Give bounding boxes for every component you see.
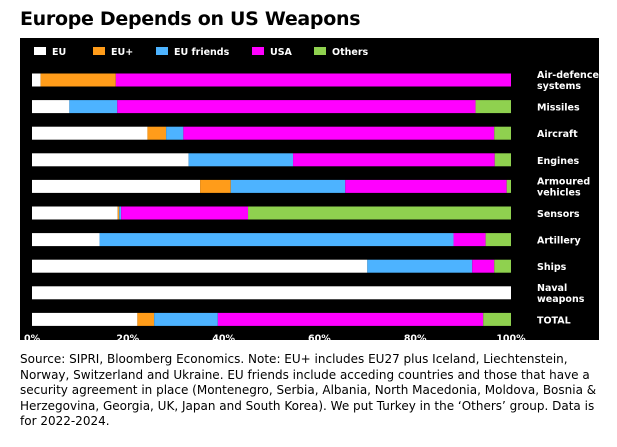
bar-segment-eu- (137, 312, 155, 326)
bar-segment-eu-friends (230, 179, 346, 193)
legend-label: USA (270, 47, 293, 58)
category-label: Missiles (537, 103, 580, 114)
bar-segment-eu (32, 153, 189, 167)
bar-segment-usa (293, 153, 495, 167)
legend-label: Others (332, 47, 369, 58)
bar-segment-usa (115, 73, 511, 87)
bar-segment-eu-friends (166, 126, 184, 140)
bar-segment-others (483, 312, 511, 326)
legend-label: EU friends (174, 47, 230, 58)
bar-segment-eu-friends (99, 233, 454, 247)
legend-swatch-eu- (93, 47, 105, 55)
bar-segment-eu (32, 312, 138, 326)
bar-segment-others (485, 233, 511, 247)
bar-segment-usa (121, 206, 249, 220)
bar-segment-eu (32, 126, 148, 140)
bar-segment-eu-friends (69, 100, 118, 114)
bar-segment-usa (453, 233, 486, 247)
bar-segment-others (494, 153, 511, 167)
bar-segment-eu-friends (188, 153, 294, 167)
legend-label: EU+ (111, 47, 133, 58)
bar-segment-usa (345, 179, 507, 193)
bar-segment-eu-friends (367, 259, 473, 273)
legend-label: EU (52, 47, 66, 58)
source-note: Source: SIPRI, Bloomberg Economics. Note… (20, 352, 597, 428)
bar-segment-eu- (117, 206, 120, 220)
bar-segment-eu (32, 179, 201, 193)
bar-segment-usa (217, 312, 484, 326)
bar-segment-others (248, 206, 512, 220)
category-label: Sensors (537, 209, 580, 220)
category-label: Aircraft (537, 129, 578, 140)
category-label: Naval weapons (537, 283, 585, 305)
bar-segment-others (494, 126, 511, 140)
legend-swatch-eu (34, 47, 46, 55)
chart-panel: EU EU+ EU friends USA Others Air-defence syste… (20, 38, 599, 344)
category-label: Ships (537, 262, 567, 273)
legend-swatch-usa (252, 47, 264, 55)
bar-segment-eu (32, 233, 100, 247)
legend-swatch-others (314, 47, 326, 55)
category-label: Artillery (537, 236, 581, 247)
x-tick-label: 60% (308, 333, 331, 340)
legend-swatch-eu-friends (156, 47, 168, 55)
bar-segment-eu- (200, 179, 231, 193)
bar-segment-eu (32, 206, 118, 220)
bar-segment-others (506, 179, 511, 193)
bar-segment-eu-friends (119, 206, 122, 220)
bar-segment-eu (32, 286, 511, 300)
category-label: TOTAL (537, 315, 571, 326)
chart-title: Europe Depends on US Weapons (20, 8, 361, 30)
x-tick-label: 0% (24, 333, 41, 340)
bar-segment-usa (183, 126, 495, 140)
bar-segment-others (494, 259, 511, 273)
bar-segment-eu- (147, 126, 167, 140)
bar-segment-others (475, 100, 511, 114)
category-label: Air-defence systems (537, 70, 599, 92)
bar-segment-eu-friends (154, 312, 218, 326)
x-tick-label: 40% (212, 333, 235, 340)
x-tick-label: 100% (496, 333, 526, 340)
category-label: Engines (537, 156, 580, 167)
stacked-bar-chart: EU EU+ EU friends USA Others Air-defence syste… (24, 47, 599, 344)
bar-segment-usa (117, 100, 476, 114)
bar-segment-usa (472, 259, 495, 273)
bar-segment-eu (32, 73, 41, 87)
x-tick-label: 80% (404, 333, 427, 340)
category-label: Armoured vehicles (537, 176, 590, 198)
x-tick-label: 20% (116, 333, 139, 340)
bar-segment-eu- (40, 73, 116, 87)
bar-segment-eu (32, 259, 368, 273)
bar-segment-eu (32, 100, 70, 114)
